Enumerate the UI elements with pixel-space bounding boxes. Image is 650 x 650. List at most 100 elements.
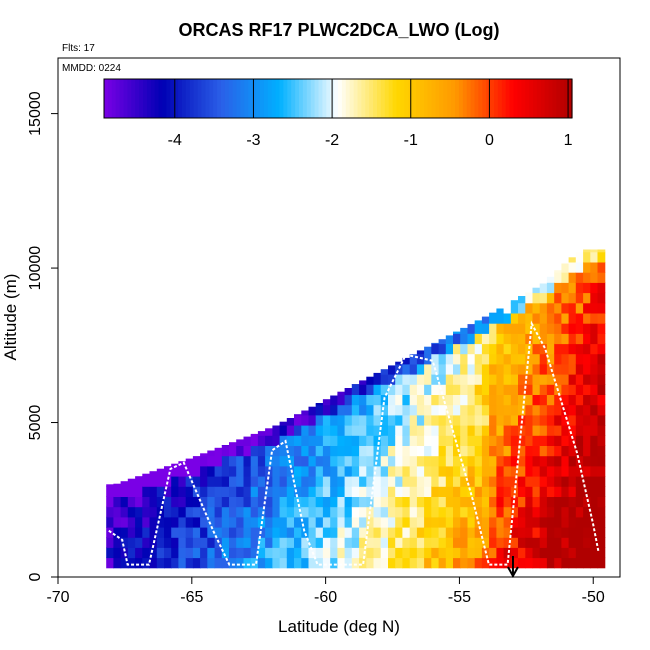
- heatmap-cell: [366, 557, 375, 569]
- heatmap-cell: [510, 384, 519, 395]
- heatmap-cell: [221, 506, 230, 518]
- heatmap-cell: [380, 374, 389, 385]
- heatmap-cell: [301, 465, 310, 477]
- heatmap-cell: [546, 404, 555, 416]
- heatmap-cell: [453, 527, 461, 538]
- heatmap-cell: [568, 445, 577, 457]
- heatmap-cell: [518, 323, 526, 334]
- heatmap-cell: [474, 404, 483, 416]
- heatmap-cell: [474, 333, 483, 345]
- colorbar-swatch: [123, 79, 128, 118]
- heatmap-cell: [135, 547, 143, 559]
- colorbar-swatch: [400, 79, 405, 118]
- heatmap-cell: [402, 547, 411, 559]
- heatmap-cell: [388, 374, 396, 385]
- heatmap-cell: [380, 486, 389, 497]
- heatmap-cell: [525, 374, 534, 385]
- heatmap-cell: [590, 292, 599, 304]
- heatmap-cell: [496, 506, 505, 518]
- colorbar-swatch: [380, 79, 386, 118]
- heatmap-cell: [416, 425, 425, 436]
- heatmap-cell: [243, 506, 252, 518]
- colorbar-swatch: [392, 79, 398, 118]
- heatmap-cell: [546, 527, 555, 538]
- heatmap-cell: [518, 302, 526, 314]
- heatmap-cell: [481, 476, 490, 487]
- heatmap-cell: [395, 414, 403, 426]
- heatmap-cell: [127, 527, 136, 538]
- heatmap-cell: [445, 404, 454, 416]
- heatmap-cell: [322, 425, 331, 436]
- heatmap-cell: [554, 404, 562, 416]
- heatmap-cell: [568, 282, 577, 294]
- heatmap-cell: [380, 547, 389, 559]
- heatmap-cell: [373, 557, 382, 569]
- heatmap-cell: [344, 404, 353, 416]
- heatmap-cell: [510, 333, 519, 345]
- heatmap-cell: [496, 547, 505, 559]
- heatmap-cell: [460, 476, 468, 487]
- heatmap-cell: [330, 445, 338, 457]
- heatmap-cell: [481, 425, 490, 436]
- heatmap-cell: [272, 547, 281, 559]
- heatmap-cell: [294, 465, 302, 477]
- heatmap-cell: [409, 394, 418, 406]
- heatmap-cell: [366, 394, 375, 406]
- heatmap-cell: [416, 404, 425, 416]
- colorbar-swatch: [150, 79, 156, 118]
- heatmap-cell: [496, 445, 505, 457]
- heatmap-cell: [481, 506, 490, 518]
- heatmap-cell: [156, 496, 165, 508]
- heatmap-cell: [200, 453, 208, 457]
- heatmap-cell: [445, 537, 454, 548]
- heatmap-cell: [388, 384, 396, 395]
- colorbar-swatch: [443, 79, 448, 118]
- colorbar-swatch: [240, 79, 245, 118]
- heatmap-cell: [142, 557, 151, 569]
- heatmap-cell: [438, 343, 447, 355]
- heatmap-cell: [337, 486, 346, 497]
- heatmap-cell: [431, 506, 440, 518]
- heatmap-cell: [135, 527, 143, 538]
- heatmap-cell: [214, 465, 223, 477]
- heatmap-cell: [388, 496, 396, 508]
- heatmap-cell: [575, 496, 584, 508]
- colorbar-swatch: [361, 79, 366, 118]
- heatmap-cell: [453, 404, 461, 416]
- heatmap-cell: [489, 486, 497, 497]
- heatmap-cell: [453, 343, 461, 355]
- heatmap-cell: [532, 384, 541, 395]
- colorbar-swatch: [131, 79, 136, 118]
- heatmap-cell: [518, 333, 526, 345]
- heatmap-cell: [445, 374, 454, 385]
- heatmap-cell: [597, 455, 606, 467]
- heatmap-cell: [561, 384, 570, 395]
- heatmap-cell: [308, 496, 317, 508]
- heatmap-cell: [561, 425, 570, 436]
- heatmap-cell: [597, 249, 606, 253]
- heatmap-cell: [445, 363, 454, 375]
- heatmap-cell: [539, 557, 548, 569]
- heatmap-cell: [380, 384, 389, 395]
- heatmap-cell: [286, 527, 295, 538]
- heatmap-cell: [185, 516, 194, 528]
- heatmap-cell: [518, 425, 526, 436]
- heatmap-cell: [489, 312, 497, 314]
- heatmap-cell: [525, 312, 534, 324]
- heatmap-cell: [366, 476, 375, 487]
- heatmap-cell: [503, 353, 512, 365]
- heatmap-cell: [583, 292, 591, 304]
- heatmap-cell: [474, 476, 483, 487]
- heatmap-cell: [359, 394, 367, 406]
- heatmap-cell: [503, 455, 512, 467]
- heatmap-cell: [453, 374, 461, 385]
- heatmap-cell: [546, 276, 555, 283]
- heatmap-cell: [395, 516, 403, 528]
- heatmap-cell: [590, 547, 599, 559]
- colorbar-swatch: [127, 79, 132, 118]
- heatmap-cell: [539, 516, 548, 528]
- heatmap-cell: [272, 455, 281, 467]
- heatmap-cell: [294, 527, 302, 538]
- heatmap-cell: [322, 465, 331, 477]
- heatmap-cell: [546, 496, 555, 508]
